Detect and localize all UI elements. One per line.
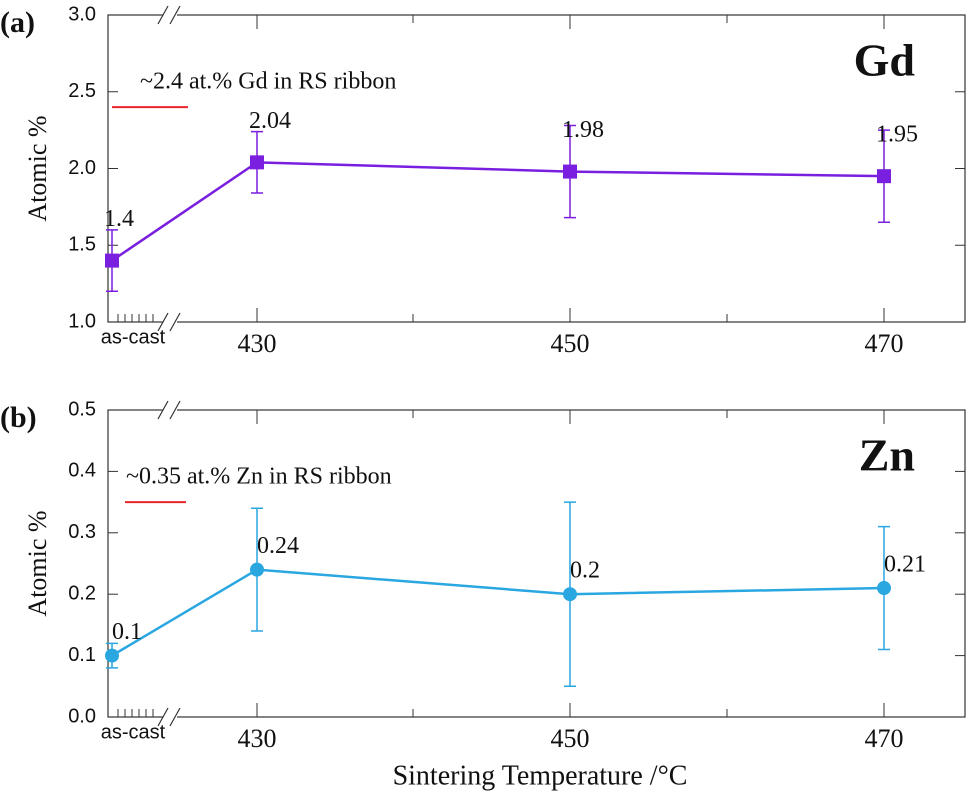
axis-break: [157, 312, 181, 332]
y-tick-label: 0.2: [68, 582, 96, 604]
x-tick-label: as-cast: [101, 721, 166, 743]
panel-label: (b): [0, 401, 37, 434]
value-label: 1.95: [876, 122, 918, 148]
x-tick-label: 430: [238, 724, 277, 753]
x-tick-label: 430: [238, 329, 277, 358]
marker: [105, 648, 119, 663]
data-line: [111, 568, 885, 657]
value-label: 0.21: [884, 552, 926, 578]
value-label: 0.1: [112, 619, 142, 645]
marker: [563, 587, 577, 602]
y-axis-label: Atomic %: [23, 510, 52, 616]
y-tick-label: 0.1: [68, 644, 96, 666]
element-label: Zn: [859, 430, 915, 481]
value-label: 0.2: [570, 558, 600, 584]
y-tick-label: 0.4: [68, 460, 96, 482]
x-tick-label: as-cast: [101, 326, 166, 348]
y-tick-label: 2.5: [68, 80, 96, 102]
plot-frame: [107, 14, 966, 323]
value-label: 2.04: [249, 108, 291, 134]
y-tick-label: 3.0: [68, 3, 96, 25]
x-tick-label: 450: [551, 329, 590, 358]
axis-break-gap: [163, 406, 177, 414]
panel-label: (a): [0, 6, 35, 39]
value-label: 0.24: [257, 533, 299, 559]
x-axis-label: Sintering Temperature /°C: [393, 760, 688, 791]
axis-break-gap: [163, 11, 177, 19]
value-label: 1.4: [104, 206, 134, 232]
marker: [250, 562, 264, 577]
y-tick-label: 1.0: [68, 310, 96, 332]
axis-break: [157, 5, 181, 25]
reference-label: ~2.4 at.% Gd in RS ribbon: [140, 69, 396, 95]
marker: [250, 155, 264, 170]
y-axis-label: Atomic %: [23, 115, 52, 221]
axis-break-gap: [163, 318, 177, 326]
marker: [105, 253, 119, 268]
marker: [877, 169, 891, 184]
axis-break: [157, 707, 181, 727]
axis-break: [157, 400, 181, 420]
axis-break-gap: [163, 713, 177, 721]
y-tick-label: 2.0: [68, 157, 96, 179]
marker: [877, 581, 891, 596]
y-tick-label: 1.5: [68, 234, 96, 256]
plot-frame: [107, 409, 966, 718]
value-label: 1.98: [562, 117, 604, 143]
marker: [563, 164, 577, 179]
element-label: Gd: [854, 35, 916, 86]
x-tick-label: 470: [865, 329, 904, 358]
y-tick-label: 0.0: [68, 705, 96, 727]
y-tick-label: 0.3: [68, 521, 96, 543]
data-line: [111, 161, 885, 262]
x-tick-label: 470: [865, 724, 904, 753]
reference-label: ~0.35 at.% Zn in RS ribbon: [126, 464, 392, 490]
y-tick-label: 0.5: [68, 398, 96, 420]
x-tick-label: 450: [551, 724, 590, 753]
